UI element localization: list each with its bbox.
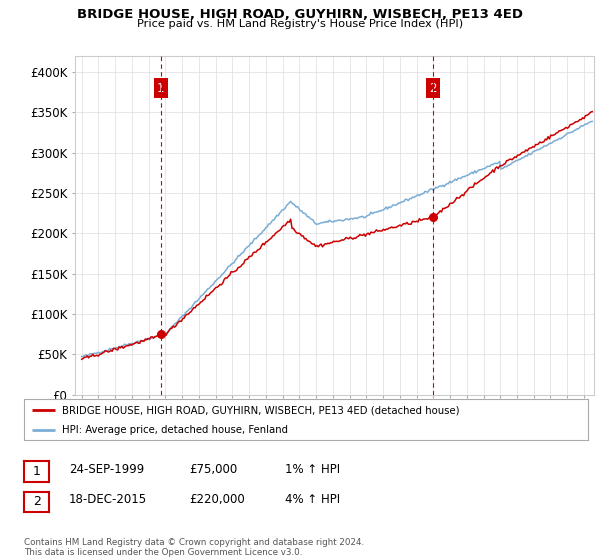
Text: 1: 1 <box>157 82 164 95</box>
Text: 2: 2 <box>32 495 41 508</box>
Text: Contains HM Land Registry data © Crown copyright and database right 2024.
This d: Contains HM Land Registry data © Crown c… <box>24 538 364 557</box>
Text: £220,000: £220,000 <box>189 493 245 506</box>
Text: BRIDGE HOUSE, HIGH ROAD, GUYHIRN, WISBECH, PE13 4ED: BRIDGE HOUSE, HIGH ROAD, GUYHIRN, WISBEC… <box>77 8 523 21</box>
Text: £75,000: £75,000 <box>189 463 237 476</box>
Text: 1% ↑ HPI: 1% ↑ HPI <box>285 463 340 476</box>
Text: HPI: Average price, detached house, Fenland: HPI: Average price, detached house, Fenl… <box>62 424 289 435</box>
Text: 18-DEC-2015: 18-DEC-2015 <box>69 493 147 506</box>
Text: BRIDGE HOUSE, HIGH ROAD, GUYHIRN, WISBECH, PE13 4ED (detached house): BRIDGE HOUSE, HIGH ROAD, GUYHIRN, WISBEC… <box>62 405 460 415</box>
Text: Price paid vs. HM Land Registry's House Price Index (HPI): Price paid vs. HM Land Registry's House … <box>137 19 463 29</box>
Text: 24-SEP-1999: 24-SEP-1999 <box>69 463 144 476</box>
Text: 2: 2 <box>429 82 437 95</box>
Text: 1: 1 <box>32 465 41 478</box>
Text: 4% ↑ HPI: 4% ↑ HPI <box>285 493 340 506</box>
